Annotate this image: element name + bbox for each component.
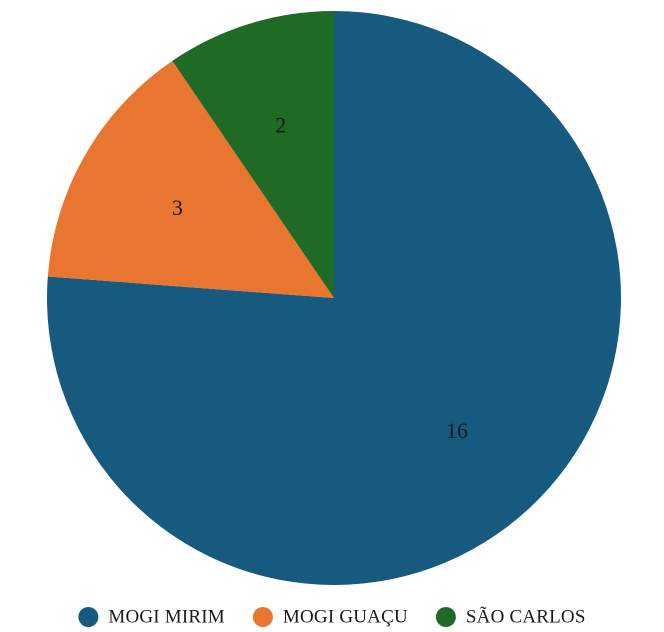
data-label-mogi-mirim: 16 — [446, 418, 468, 443]
legend-marker-mogi-mirim — [78, 607, 99, 627]
legend-item-mogi-mirim: MOGI MIRIM — [78, 607, 225, 628]
data-label-sao-carlos: 2 — [275, 113, 286, 138]
legend-marker-mogi-guacu — [252, 607, 273, 627]
legend-label-mogi-mirim: MOGI MIRIM — [108, 607, 225, 628]
legend-item-mogi-guacu: MOGI GUAÇU — [252, 607, 408, 628]
legend-marker-sao-carlos — [435, 607, 456, 627]
pie-slice-mogi-mirim — [47, 11, 622, 585]
legend-label-sao-carlos: SÃO CARLOS — [466, 606, 586, 628]
legend-label-mogi-guacu: MOGI GUAÇU — [283, 607, 408, 628]
legend-item-sao-carlos: SÃO CARLOS — [435, 606, 586, 628]
pie-slice-sao-carlos — [172, 10, 334, 298]
pie-slice-mogi-guacu — [47, 60, 334, 298]
data-label-mogi-guacu: 3 — [172, 195, 183, 220]
legend: MOGI MIRIM MOGI GUAÇU SÃO CARLOS — [78, 606, 585, 628]
pie-slices — [47, 10, 622, 585]
